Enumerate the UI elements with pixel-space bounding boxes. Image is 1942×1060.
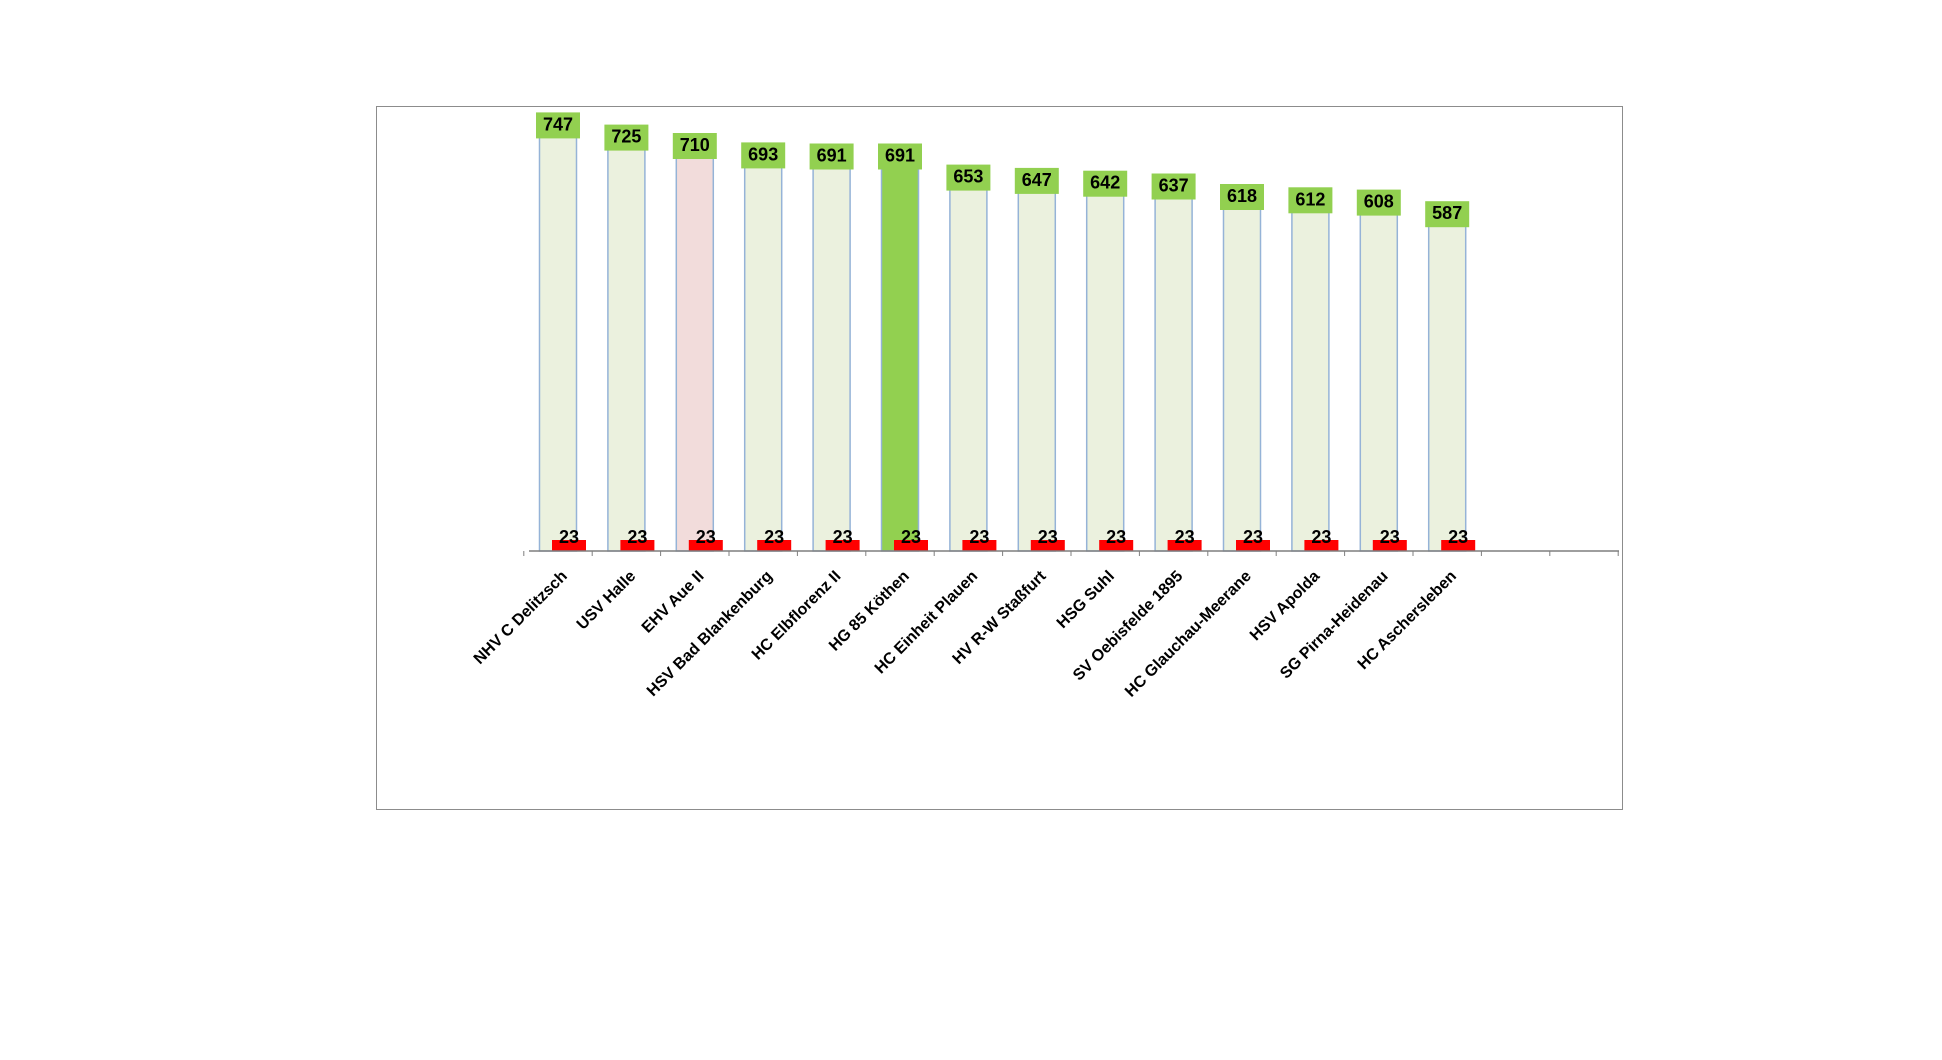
- bar-total: [1154, 196, 1193, 552]
- value-label-box: [1356, 189, 1401, 216]
- games-label: 23: [696, 527, 716, 547]
- bar-total: [1085, 193, 1125, 552]
- games-marker: [620, 540, 655, 551]
- bar-total: [607, 147, 646, 552]
- games-label: 23: [1448, 527, 1468, 547]
- value-label-box: [1083, 170, 1128, 197]
- x-axis: [523, 550, 1619, 556]
- games-label: 23: [1380, 527, 1400, 547]
- chart-frame: 747 725 710 693 691 691 653 647 642 637 618 612 608 5…: [376, 106, 1623, 810]
- value-label: 691: [817, 146, 847, 166]
- games-markers-group: 23 23 23 23 23 23 23 23 23 23 23 23 23 23: [552, 527, 1476, 551]
- value-label-box: [1220, 184, 1264, 210]
- games-marker: [1167, 540, 1202, 551]
- value-label-box: [946, 164, 991, 191]
- games-marker: [1030, 540, 1065, 551]
- games-marker: [825, 540, 860, 551]
- value-label: 653: [953, 167, 983, 187]
- bar-total: [1222, 207, 1262, 552]
- games-marker: [1099, 540, 1134, 551]
- value-label-box: [536, 112, 580, 139]
- games-label: 23: [1175, 527, 1195, 547]
- games-label: 23: [559, 527, 579, 547]
- bar-chart: 747 725 710 693 691 691 653 647 642 637 618 612 608 5…: [471, 112, 1619, 701]
- value-label: 693: [748, 144, 778, 164]
- value-label-box: [1425, 201, 1470, 228]
- games-label: 23: [1038, 527, 1058, 547]
- value-label-box: [672, 133, 717, 159]
- games-label: 23: [1106, 527, 1126, 547]
- games-marker: [962, 540, 997, 551]
- games-marker: [1441, 540, 1476, 551]
- category-label: HSV Bad Blankenburg: [644, 568, 776, 700]
- games-marker: [757, 540, 792, 551]
- games-marker: [1372, 540, 1407, 551]
- category-label: NHV C Delitzsch: [471, 568, 571, 668]
- games-marker: [1304, 540, 1339, 551]
- bar-total: [1359, 212, 1399, 552]
- games-label: 23: [1311, 527, 1331, 547]
- bar-total: [1291, 210, 1330, 552]
- category-label: EHV Aue II: [639, 568, 708, 637]
- bars-group: 747 725 710 693 691 691 653 647 642 637 618 612 608 5…: [536, 112, 1470, 552]
- value-label-box: [741, 142, 786, 169]
- value-label: 691: [885, 146, 915, 166]
- category-label: HSG Suhl: [1054, 568, 1118, 632]
- games-marker: [1236, 540, 1270, 551]
- category-label: USV Halle: [574, 568, 640, 634]
- value-label-box: [1014, 167, 1059, 194]
- category-label: HSV Apolda: [1247, 568, 1323, 644]
- value-label: 725: [611, 127, 641, 147]
- value-label: 618: [1227, 186, 1257, 206]
- games-label: 23: [969, 527, 989, 547]
- games-label: 23: [627, 527, 647, 547]
- value-label-box: [1151, 173, 1196, 200]
- games-marker: [552, 540, 586, 551]
- games-label: 23: [833, 527, 853, 547]
- bar-total: [1427, 224, 1467, 552]
- category-label: HC Glauchau-Meerane: [1122, 568, 1255, 701]
- value-label: 612: [1295, 189, 1325, 209]
- value-label: 587: [1432, 203, 1462, 223]
- bar-total: [675, 156, 715, 552]
- games-label: 23: [901, 527, 921, 547]
- value-label: 642: [1090, 173, 1120, 193]
- value-label-box: [809, 143, 854, 170]
- value-label-box: [878, 143, 922, 170]
- bar-total: [880, 166, 920, 552]
- bar-total: [1017, 191, 1057, 552]
- bar-total: [949, 187, 988, 552]
- games-label: 23: [764, 527, 784, 547]
- value-label-box: [604, 124, 649, 151]
- bar-total: [538, 135, 578, 552]
- value-label: 637: [1159, 176, 1189, 196]
- bar-total: [812, 166, 851, 552]
- value-label-box: [1288, 187, 1333, 214]
- value-label: 710: [680, 135, 710, 155]
- games-label: 23: [1243, 527, 1263, 547]
- value-label: 647: [1022, 170, 1052, 190]
- games-marker: [688, 540, 723, 551]
- games-marker: [894, 540, 928, 551]
- bar-total: [743, 165, 783, 552]
- value-label: 608: [1364, 192, 1394, 212]
- value-label: 747: [543, 114, 573, 134]
